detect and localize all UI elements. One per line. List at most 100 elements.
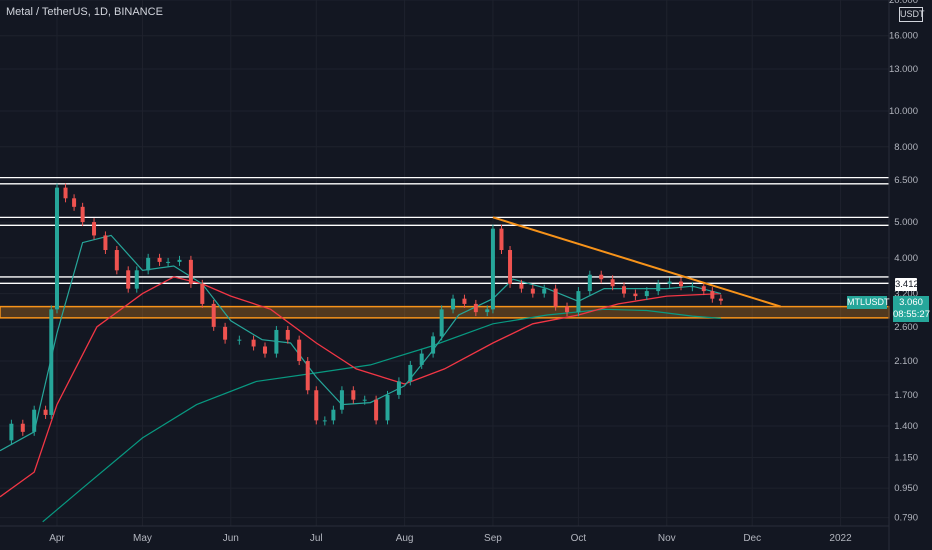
candle-body-41: [431, 336, 436, 354]
candle-body-42: [439, 309, 444, 337]
candle-body-4: [43, 409, 48, 415]
horizontal-levels: [0, 176, 889, 284]
chart-title: Metal / TetherUS, 1D, BINANCE: [6, 6, 163, 18]
candle-body-15: [146, 257, 151, 271]
candle-body-50: [519, 283, 524, 289]
candle-body-60: [633, 293, 638, 297]
candle-body-30: [314, 390, 319, 421]
candle-body-17: [166, 261, 171, 263]
time-tick-label-6: Oct: [571, 533, 587, 544]
time-tick-label-4: Aug: [396, 533, 414, 544]
candle-body-45: [473, 303, 478, 313]
candle-body-52: [542, 288, 547, 294]
grid: [0, 0, 889, 526]
candle-body-65: [690, 286, 695, 288]
price-tick-label-8: 3.200: [894, 289, 918, 300]
candle-body-29: [305, 361, 310, 391]
candle-body-68: [718, 298, 723, 301]
candle-body-6: [54, 187, 59, 310]
candle-body-24: [251, 339, 256, 347]
candle-body-5: [49, 309, 54, 415]
candle-body-57: [599, 274, 604, 280]
candle-body-44: [462, 298, 467, 304]
price-tick-label-15: 0.790: [894, 513, 918, 524]
candle-body-55: [576, 291, 581, 313]
candle-body-40: [419, 353, 424, 365]
candle-body-46: [485, 309, 490, 313]
price-tick-label-7: 4.000: [894, 253, 918, 264]
candle-body-25: [262, 346, 267, 354]
candle-body-14: [134, 270, 139, 289]
support-zone-rect: [0, 305, 890, 319]
price-tick-label-5: 6.500: [894, 175, 918, 186]
last-price-box: 3.060 08:55:27: [893, 296, 930, 322]
candle-body-11: [103, 235, 108, 251]
price-tick-label-12: 1.400: [894, 421, 918, 432]
candle-body-35: [362, 399, 367, 401]
series-line-ma_long: [42, 308, 721, 523]
price-tick-label-4: 8.000: [894, 142, 918, 153]
candle-body-33: [339, 390, 344, 410]
currency-unit-badge[interactable]: USDT: [899, 7, 925, 22]
candle-body-27: [285, 329, 290, 340]
time-tick-label-2: Jun: [223, 533, 239, 544]
candle-body-1: [9, 423, 14, 441]
candle-body-26: [274, 329, 279, 354]
price-tick-label-14: 0.950: [894, 483, 918, 494]
candle-body-49: [508, 250, 513, 284]
candle-body-64: [678, 281, 683, 287]
candle-body-59: [622, 286, 627, 294]
support-zone: [0, 305, 890, 319]
candle-body-48: [499, 228, 504, 251]
candle-body-53: [553, 288, 558, 307]
candle-body-39: [408, 364, 413, 382]
price-tick-label-0: 20.000: [889, 0, 918, 6]
candle-body-37: [385, 394, 390, 421]
price-tick-label-13: 1.150: [894, 453, 918, 464]
candle-body-13: [126, 270, 131, 289]
candle-body-36: [374, 399, 379, 421]
descending-trendline: [492, 216, 782, 308]
series-group: [0, 183, 723, 523]
time-axis[interactable]: Apr May Jun Jul Aug Sep Oct Nov Dec 2022: [49, 533, 852, 544]
candle-body-66: [701, 286, 706, 292]
candle-body-3: [32, 409, 37, 432]
candle-body-31: [322, 420, 327, 422]
time-tick-label-8: Dec: [743, 533, 761, 544]
candle-body-47: [490, 228, 495, 310]
candle-body-43: [451, 298, 456, 310]
candle-body-23: [237, 339, 242, 341]
candle-body-56: [587, 274, 592, 292]
candle-body-19: [188, 259, 193, 284]
time-tick-label-5: Sep: [484, 533, 502, 544]
time-tick-label-1: May: [133, 533, 152, 544]
candle-body-34: [351, 390, 356, 400]
candle-body-61: [644, 291, 649, 297]
candle-body-9: [80, 206, 85, 223]
price-tick-label-9: 2.600: [894, 322, 918, 333]
candle-body-54: [565, 306, 570, 313]
price-tick-label-11: 1.700: [894, 390, 918, 401]
trendline-group: [492, 216, 782, 308]
candle-body-20: [200, 283, 205, 304]
candle-body-38: [396, 381, 401, 395]
price-axis[interactable]: 20.000 16.000 13.000 10.000 8.000 6.500 5.000 4…: [889, 0, 918, 524]
candle-body-28: [297, 339, 302, 362]
candle-body-2: [20, 423, 25, 432]
level-price-label: 3.412: [895, 278, 919, 291]
candle-body-62: [656, 283, 661, 292]
candle-body-7: [63, 187, 68, 199]
time-tick-label-7: Nov: [658, 533, 676, 544]
candle-body-8: [72, 198, 77, 207]
time-tick-label-9: 2022: [829, 533, 852, 544]
series-line-ma_fast: [0, 234, 722, 452]
candle-body-67: [710, 291, 715, 299]
candle-body-58: [610, 279, 615, 287]
candle-body-12: [114, 250, 119, 271]
candle-body-18: [177, 259, 182, 262]
time-tick-label-3: Jul: [310, 533, 323, 544]
price-tick-label-10: 2.100: [894, 356, 918, 367]
price-tick-label-1: 16.000: [889, 31, 918, 42]
